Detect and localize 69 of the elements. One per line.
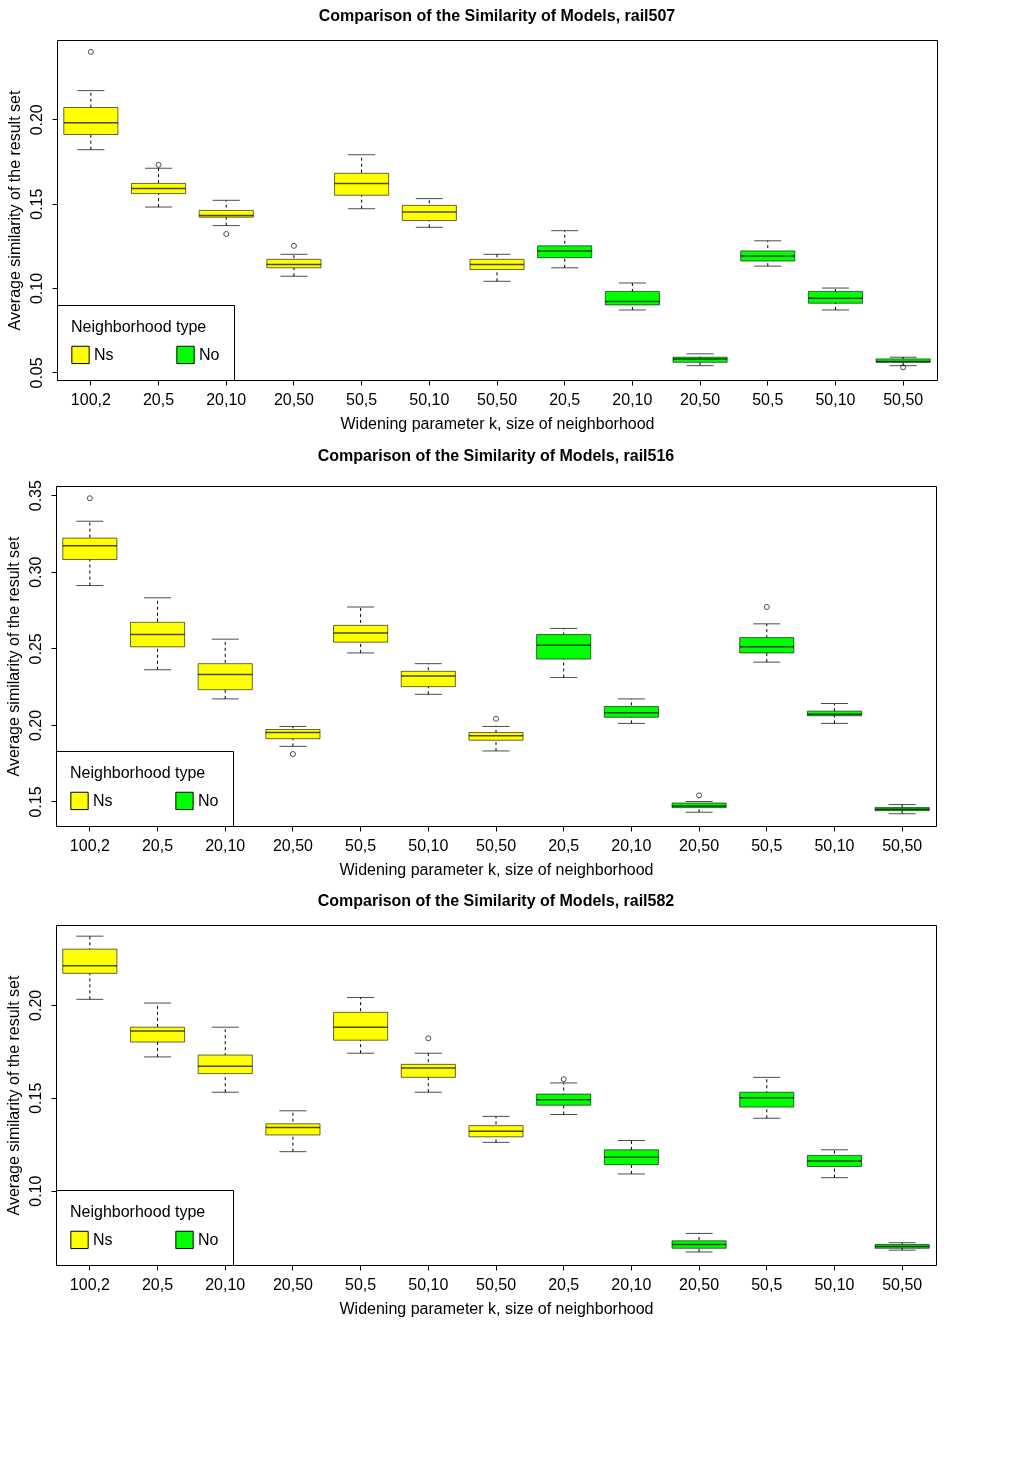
x-axis-title: Widening parameter k, size of neighborhood (339, 860, 654, 878)
x-tick-label: 20,5 (142, 390, 175, 408)
x-tick-label: 50,50 (475, 1275, 517, 1293)
x-tick-label: 50,5 (752, 390, 784, 408)
legend-label: No (199, 345, 220, 363)
x-tick-label: 50,10 (815, 390, 856, 408)
x-tick-label: 20,5 (548, 1275, 580, 1293)
y-tick-label: 0.10 (27, 272, 45, 305)
x-tick-label: 20,50 (679, 836, 720, 854)
y-tick-label: 0.20 (26, 709, 44, 741)
x-tick-label: 20,5 (548, 836, 580, 854)
x-tick-label: 50,10 (408, 1275, 449, 1293)
x-tick-label: 100,2 (69, 1275, 110, 1293)
chart-title: Comparison of the Similarity of Models, rail516 (317, 446, 675, 464)
y-tick-label: 0.20 (26, 989, 44, 1021)
y-tick-label: 0.10 (26, 1175, 44, 1207)
legend-label: Ns (93, 791, 113, 809)
x-tick-label: 20,50 (272, 1275, 314, 1293)
legend-title: Neighborhood type (70, 1203, 206, 1220)
x-tick-label: 20,10 (205, 1275, 246, 1293)
y-tick-label: 0.15 (26, 786, 44, 818)
x-tick-label: 100,2 (69, 836, 110, 854)
legend-label: Ns (93, 1230, 113, 1248)
chart-title: Comparison of the Similarity of Models, rail582 (317, 892, 675, 909)
x-tick-label: 50,50 (476, 390, 518, 408)
x-tick-label: 50,10 (814, 1275, 855, 1293)
legend-label: Ns (94, 345, 114, 363)
x-axis-title: Widening parameter k, size of neighborhood (339, 1299, 654, 1317)
x-tick-label: 50,5 (751, 836, 783, 854)
legend-label: No (198, 1230, 219, 1248)
x-tick-label: 20,10 (611, 1275, 652, 1293)
x-tick-label: 50,5 (346, 390, 378, 408)
x-tick-label: 50,5 (345, 1275, 377, 1293)
x-tick-label: 50,5 (345, 836, 377, 854)
x-axis-title: Widening parameter k, size of neighborhood (340, 414, 655, 432)
y-tick-label: 0.25 (26, 633, 44, 665)
x-tick-label: 20,50 (273, 390, 315, 408)
x-tick-label: 50,50 (882, 1275, 923, 1293)
x-tick-label: 20,10 (206, 390, 247, 408)
x-tick-label: 20,5 (141, 836, 174, 854)
legend-title: Neighborhood type (71, 318, 207, 335)
y-tick-label: 0.30 (26, 556, 44, 588)
y-tick-label: 0.05 (27, 357, 45, 389)
x-tick-label: 20,50 (272, 836, 314, 854)
x-tick-label: 50,10 (409, 390, 450, 408)
x-tick-label: 50,10 (408, 836, 449, 854)
x-tick-label: 50,5 (751, 1275, 783, 1293)
legend-title: Neighborhood type (70, 764, 206, 781)
x-tick-label: 100,2 (70, 390, 111, 408)
y-axis-title: Average similarity of the result set (4, 536, 22, 777)
y-axis-title: Average similarity of the result set (5, 90, 23, 331)
x-tick-label: 50,50 (475, 836, 517, 854)
chart-title: Comparison of the Similarity of Models, rail507 (318, 7, 676, 24)
y-tick-label: 0.15 (27, 188, 45, 220)
y-axis-title: Average similarity of the result set (4, 975, 22, 1216)
x-tick-label: 20,50 (680, 390, 721, 408)
y-tick-label: 0.20 (27, 104, 45, 136)
x-tick-label: 20,10 (612, 390, 653, 408)
x-tick-label: 20,5 (141, 1275, 174, 1293)
x-tick-label: 20,50 (679, 1275, 720, 1293)
x-tick-label: 50,50 (882, 836, 923, 854)
x-tick-label: 20,10 (205, 836, 246, 854)
y-tick-label: 0.15 (26, 1082, 44, 1114)
x-tick-label: 20,10 (611, 836, 652, 854)
y-tick-label: 0.35 (26, 480, 44, 512)
x-tick-label: 20,5 (549, 390, 581, 408)
x-tick-label: 50,10 (814, 836, 855, 854)
legend-label: No (198, 791, 219, 809)
x-tick-label: 50,50 (883, 390, 924, 408)
